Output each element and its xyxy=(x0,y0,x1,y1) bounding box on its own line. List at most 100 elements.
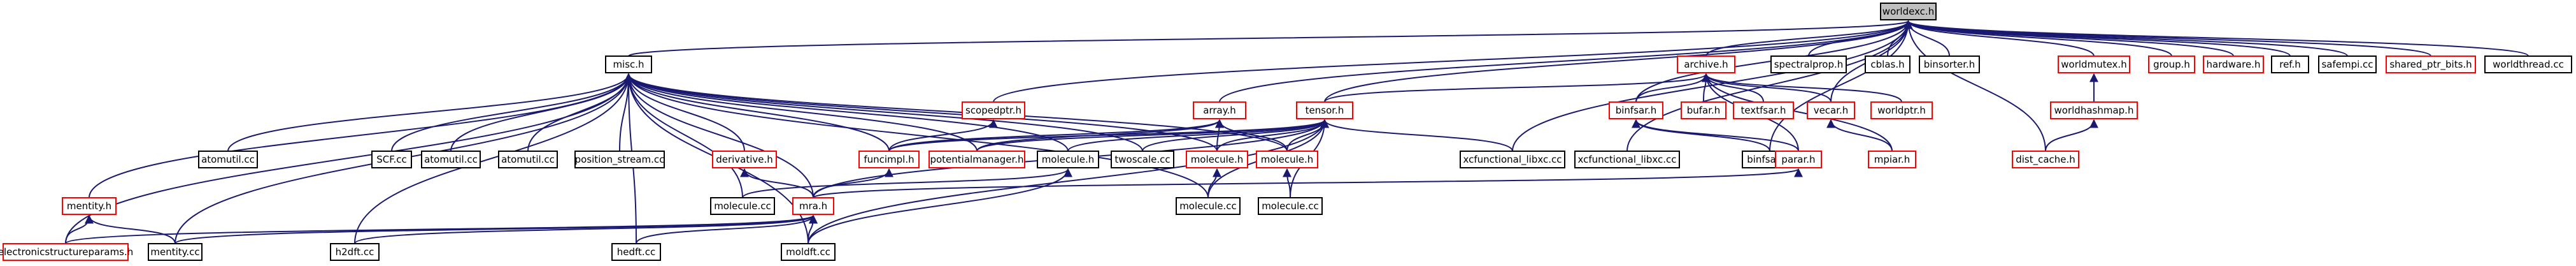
node-archive-h[interactable]: archive.h xyxy=(1677,55,1735,73)
node-bufar-h[interactable]: bufar.h xyxy=(1681,101,1726,119)
node-atomutil-cc-2[interactable]: atomutil.cc xyxy=(421,151,481,168)
node-worldmutex-h[interactable]: worldmutex.h xyxy=(2058,55,2130,73)
edge-molecule_cc_1-to-misc_h xyxy=(624,73,743,198)
node-xcfunctional-libxc-cc-2[interactable]: xcfunctional_libxc.cc xyxy=(1574,151,1680,168)
node-box xyxy=(611,243,661,261)
node-scf-cc[interactable]: SCF.cc xyxy=(371,151,412,168)
node-derivative-h[interactable]: derivative.h xyxy=(712,151,777,168)
node-vecar-h[interactable]: vecar.h xyxy=(1807,101,1855,119)
node-worldptr-h[interactable]: worldptr.h xyxy=(1870,101,1933,119)
node-twoscale-cc[interactable]: twoscale.cc xyxy=(1111,151,1174,168)
node-label: hardware.h xyxy=(2207,59,2261,70)
edge-h2dft_cc-to-misc_h xyxy=(354,73,633,244)
edge-dist_cache_h-to-worldhashmap_h xyxy=(2045,119,2098,152)
node-mra-h[interactable]: mra.h xyxy=(792,197,834,215)
node-box xyxy=(498,151,558,168)
node-label: archive.h xyxy=(1684,59,1728,70)
node-funcimpl-h[interactable]: funcimpl.h xyxy=(858,151,920,168)
node-box xyxy=(574,151,665,168)
node-label: cblas.h xyxy=(1870,59,1904,70)
edge-xcfunctional_libxc_cc_1-to-worldexc_h xyxy=(1512,20,1913,152)
node-box xyxy=(1870,101,1933,119)
node-mpiar-h[interactable]: mpiar.h xyxy=(1868,151,1916,168)
node-potentialmanager-h[interactable]: potentialmanager.h xyxy=(929,151,1025,168)
node-dist-cache-h[interactable]: dist_cache.h xyxy=(2012,151,2079,168)
edge-mentity_h-to-misc_h xyxy=(89,73,633,198)
node-worldthread-cc[interactable]: worldthread.cc xyxy=(2484,55,2572,73)
node-label: twoscale.cc xyxy=(1114,154,1170,165)
node-hedft-cc[interactable]: hedft.cc xyxy=(611,243,661,261)
node-label: scopedptr.h xyxy=(965,105,1021,116)
node-array-h[interactable]: array.h xyxy=(1193,101,1246,119)
node-atomutil-cc-1[interactable]: atomutil.cc xyxy=(198,151,258,168)
edge-molecule_cc_2-to-molecule_h_2 xyxy=(1207,168,1221,198)
node-group-h[interactable]: group.h xyxy=(2148,55,2195,73)
node-box xyxy=(1186,151,1248,168)
node-label: derivative.h xyxy=(716,154,773,165)
node-label: atomutil.cc xyxy=(424,154,478,165)
node-label: worldexc.h xyxy=(1882,6,1934,17)
node-box xyxy=(792,197,834,215)
node-h2dft-cc[interactable]: h2dft.cc xyxy=(330,243,380,261)
node-mentity-cc[interactable]: mentity.cc xyxy=(148,243,203,261)
node-spectralprop-h[interactable]: spectralprop.h xyxy=(1770,55,1847,73)
node-label: dist_cache.h xyxy=(2016,154,2075,166)
node-box xyxy=(929,151,1025,168)
node-ref-h[interactable]: ref.h xyxy=(2271,55,2309,73)
edge-worldthread_cc-to-worldexc_h xyxy=(1904,20,2529,57)
node-label: h2dft.cc xyxy=(336,246,374,258)
edge-group_h-to-worldexc_h xyxy=(1904,20,2172,57)
node-label: binfsar.h xyxy=(1616,105,1657,116)
node-worldexc-h: worldexc.h xyxy=(1880,3,1937,20)
node-textfsar-h[interactable]: textfsar.h xyxy=(1733,101,1794,119)
edge-tensor_h-to-worldexc_h xyxy=(1324,20,1913,103)
node-parar-h[interactable]: parar.h xyxy=(1775,151,1822,168)
node-hardware-h[interactable]: hardware.h xyxy=(2203,55,2264,73)
edge-mra_h-to-derivative_h xyxy=(740,168,814,198)
node-mentity-h[interactable]: mentity.h xyxy=(62,197,117,215)
edge-mra_h-to-parar_h xyxy=(813,168,1803,198)
node-box xyxy=(1296,101,1353,119)
edge-moldft_cc-to-tensor_h xyxy=(808,119,1329,244)
node-shared-ptr-bits-h[interactable]: shared_ptr_bits.h xyxy=(2386,55,2476,73)
node-box xyxy=(62,197,117,215)
node-binfsar-h[interactable]: binfsar.h xyxy=(1609,101,1663,119)
node-box xyxy=(710,197,775,215)
node-molecule-h-3[interactable]: molecule.h xyxy=(1256,151,1318,168)
edge-worldmutex_h-to-worldexc_h xyxy=(1904,20,2095,57)
node-scopedptr-h[interactable]: scopedptr.h xyxy=(962,101,1025,119)
node-molecule-cc-2[interactable]: molecule.cc xyxy=(1176,197,1241,215)
node-label: misc.h xyxy=(613,59,644,70)
edge-misc_h-to-worldexc_h xyxy=(628,20,1912,57)
node-xcfunctional-libxc-cc-1[interactable]: xcfunctional_libxc.cc xyxy=(1460,151,1565,168)
node-molecule-cc-1[interactable]: molecule.cc xyxy=(710,197,775,215)
node-molecule-h-2[interactable]: molecule.h xyxy=(1186,151,1248,168)
node-safempi-cc[interactable]: safempi.cc xyxy=(2318,55,2377,73)
node-cblas-h[interactable]: cblas.h xyxy=(1865,55,1911,73)
node-worldhashmap-h[interactable]: worldhashmap.h xyxy=(2050,101,2138,119)
edge-potentialmanager_h-to-tensor_h xyxy=(976,119,1329,152)
node-label: xcfunctional_libxc.cc xyxy=(1463,154,1562,166)
node-position-stream-cc[interactable]: position_stream.cc xyxy=(574,151,665,168)
node-molecule-h-1[interactable]: molecule.h xyxy=(1037,151,1099,168)
node-box xyxy=(781,243,836,261)
node-moldft-cc[interactable]: moldft.cc xyxy=(781,243,836,261)
node-label: array.h xyxy=(1203,105,1235,116)
node-electronicstructureparams-h[interactable]: electronicstructureparams.h xyxy=(0,243,133,261)
edge-twoscale_cc-to-misc_h xyxy=(624,73,1143,152)
node-box xyxy=(1256,151,1318,168)
node-misc-h[interactable]: misc.h xyxy=(605,55,652,73)
node-molecule-cc-3[interactable]: molecule.cc xyxy=(1258,197,1323,215)
node-box xyxy=(1868,151,1916,168)
node-atomutil-cc-3[interactable]: atomutil.cc xyxy=(498,151,558,168)
node-label: worldhashmap.h xyxy=(2054,105,2134,116)
edge-mra_h-to-funcimpl_h xyxy=(813,168,893,198)
node-label: atomutil.cc xyxy=(201,154,255,165)
node-label: molecule.h xyxy=(1191,154,1244,165)
edge-moldft_cc-to-mra_h xyxy=(808,214,818,244)
node-label: xcfunctional_libxc.cc xyxy=(1578,154,1677,166)
edge-funcimpl_h-to-misc_h xyxy=(624,73,890,152)
node-tensor-h[interactable]: tensor.h xyxy=(1296,101,1353,119)
node-binsorter-h[interactable]: binsorter.h xyxy=(1919,55,1980,73)
